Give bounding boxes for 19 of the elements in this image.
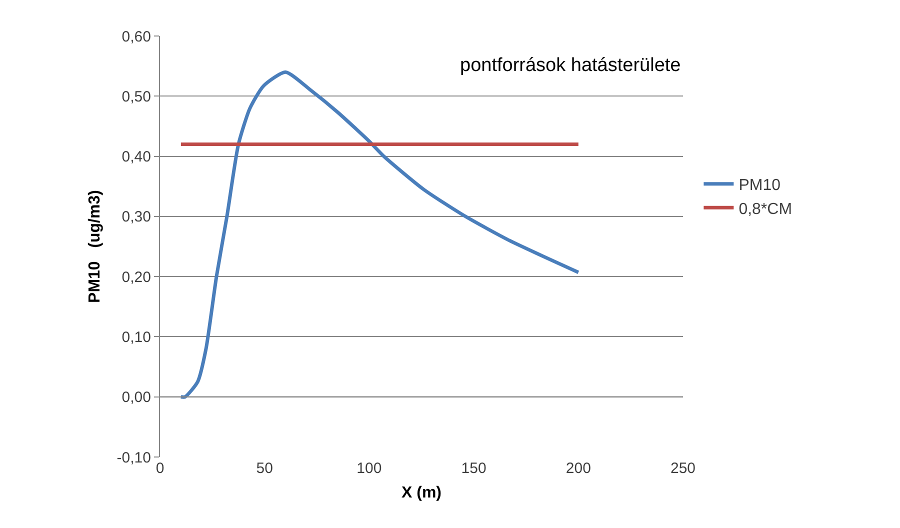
y-tick-label: 0,30 [122,208,151,226]
y-tick-label: 0,40 [122,148,151,166]
y-tick-label: 0,00 [122,389,151,406]
x-tick-label: 100 [356,460,382,477]
annotation: pontforrások hatásterülete [460,55,681,76]
y-tick-label: 0,20 [122,268,151,286]
y-axis-title: PM10 (ug/m3) [86,190,104,303]
x-tick-label: 50 [256,460,273,477]
y-tick-label: 0,50 [122,88,151,106]
legend-label: PM10 [738,177,781,194]
x-tick-label: 200 [566,460,591,477]
x-tick-label: 250 [670,460,696,477]
x-tick-label: 150 [461,460,486,477]
x-axis-title: X (m) [402,484,442,502]
y-tick-label: -0,10 [116,449,151,466]
y-tick-label: 0,10 [122,328,151,346]
y-tick-label: 0,60 [122,28,151,46]
x-tick-label: 0 [156,460,164,477]
legend-label: 0,8*CM [738,200,792,218]
